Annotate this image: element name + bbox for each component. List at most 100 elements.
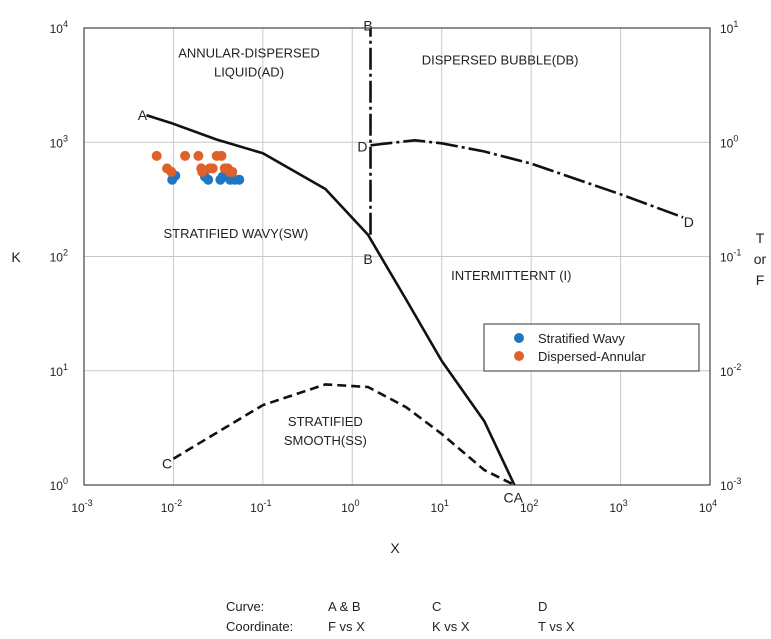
caption-curve-2: C [432, 599, 441, 614]
x-tick-label-base: 10 [71, 501, 85, 515]
x-tick-label-exponent: -2 [174, 498, 182, 508]
y-left-tick-label: 102 [50, 248, 68, 265]
x-tick-label-base: 10 [250, 501, 264, 515]
y-left-tick-label: 103 [50, 133, 68, 150]
x-tick-label: 104 [699, 498, 717, 515]
region-labels: ANNULAR-DISPERSED LIQUID(AD) DISPERSED BUB… [163, 46, 578, 448]
y-left-tick-label-exponent: 0 [63, 476, 68, 486]
x-tick-label-base: 10 [699, 501, 713, 515]
y-left-tick-label-base: 10 [50, 251, 64, 265]
caption-coordinate-1: F vs X [328, 619, 365, 634]
curve-d [370, 139, 684, 219]
caption-coordinate-3: T vs X [538, 619, 575, 634]
y-right-axis-title: Tor F [754, 230, 767, 288]
x-tick-label: 10-1 [250, 498, 271, 515]
data-point-stratified-wavy [203, 174, 214, 185]
y-right-tick-label-exponent: 1 [733, 19, 738, 29]
y-right-tick-label-base: 10 [720, 22, 734, 36]
y-right-tick-label-exponent: 0 [733, 133, 738, 143]
caption-row-label-coordinate: Coordinate: [226, 619, 293, 634]
x-tick-label-base: 10 [161, 501, 175, 515]
caption-row-label-curve: Curve: [226, 599, 264, 614]
curve-a [146, 114, 516, 486]
region-label-intermitternt-i: INTERMITTERNT (I) [451, 268, 571, 283]
region-label-annular-dispersed-liquid-ad: ANNULAR-DISPERSED [178, 46, 320, 61]
curve-label-b: B [363, 251, 372, 267]
y-right-tick-label-base: 10 [720, 365, 734, 379]
curve-label-a: A [138, 107, 148, 123]
y-left-tick-label: 100 [50, 476, 68, 493]
legend-label-dispersed-annular: Dispersed-Annular [538, 349, 646, 364]
x-tick-label: 10-2 [161, 498, 182, 515]
region-label-dispersed-bubble-db: DISPERSED BUBBLE(DB) [422, 52, 579, 67]
y-left-tick-label-base: 10 [50, 22, 64, 36]
y-right-tick-label: 10-1 [720, 248, 741, 265]
caption-curve-1: A & B [328, 599, 361, 614]
curve-caption: Curve: Coordinate: A & B F vs X C K vs X… [226, 599, 575, 634]
x-tick-label-exponent: 4 [712, 498, 717, 508]
curve-labels: A B B D D C CA [138, 18, 694, 506]
y-left-tick-label-base: 10 [50, 136, 64, 150]
caption-curve-3: D [538, 599, 547, 614]
x-tick-label-base: 10 [431, 501, 445, 515]
x-tick-label: 102 [520, 498, 538, 515]
data-point-dispersed-annular [197, 166, 208, 177]
x-tick-label-base: 10 [341, 501, 355, 515]
y-right-axis-title-line: or [754, 251, 767, 267]
x-tick-label: 10-3 [71, 498, 92, 515]
x-tick-label-exponent: -3 [85, 498, 93, 508]
plot-frame [83, 27, 711, 486]
x-tick-label-exponent: 1 [444, 498, 449, 508]
y-right-tick-label-exponent: -1 [733, 248, 741, 258]
legend-marker-dispersed-annular [514, 351, 524, 361]
x-tick-label-exponent: -1 [264, 498, 272, 508]
region-label-stratified-smooth-ss: STRATIFIED [288, 414, 363, 429]
y-left-tick-label-exponent: 3 [63, 133, 68, 143]
caption-coordinate-2: K vs X [432, 619, 470, 634]
data-points [151, 150, 245, 185]
curve-label-b: B [363, 18, 372, 34]
curve-label-d: D [357, 138, 367, 154]
curve-label-d: D [684, 214, 694, 230]
grid-lines [84, 28, 710, 485]
data-point-dispersed-annular [180, 150, 191, 161]
y-right-tick-label-base: 10 [720, 136, 734, 150]
y-right-tick-label-base: 10 [720, 479, 734, 493]
y-left-tick-label-exponent: 2 [63, 248, 68, 258]
region-label-stratified-wavy-sw: STRATIFIED WAVY(SW) [163, 226, 308, 241]
y-left-axis-title: K [11, 249, 21, 265]
data-point-stratified-wavy [234, 174, 245, 185]
data-point-dispersed-annular [207, 163, 218, 174]
data-point-dispersed-annular [193, 150, 204, 161]
region-label-stratified-smooth-ss: SMOOTH(SS) [284, 433, 367, 448]
y-left-tick-label: 101 [50, 362, 68, 379]
y-right-axis-title-line: F [756, 272, 765, 288]
x-tick-labels: 10-3 10-2 10-1 100 101 102 103 104 [71, 498, 717, 515]
x-tick-label-exponent: 2 [533, 498, 538, 508]
data-point-dispersed-annular [227, 166, 238, 177]
regime-curves [146, 28, 684, 487]
x-tick-label: 100 [341, 498, 359, 515]
y-right-tick-label: 10-2 [720, 362, 741, 379]
y-left-tick-label-exponent: 4 [63, 19, 68, 29]
y-right-tick-label: 10-3 [720, 476, 741, 493]
region-label-annular-dispersed-liquid-ad: LIQUID(AD) [214, 65, 284, 80]
x-tick-label: 103 [609, 498, 627, 515]
x-tick-label-base: 10 [520, 501, 534, 515]
curve-label-ca: CA [503, 489, 523, 505]
legend-marker-stratified-wavy [514, 333, 524, 343]
x-tick-label-exponent: 3 [623, 498, 628, 508]
data-point-dispersed-annular [151, 150, 162, 161]
y-left-tick-label-base: 10 [50, 365, 64, 379]
x-tick-label-base: 10 [609, 501, 623, 515]
curve-c [172, 383, 515, 487]
legend-box [483, 323, 700, 372]
curve-label-c: C [162, 455, 172, 471]
y-right-tick-label-exponent: -2 [733, 362, 741, 372]
data-point-dispersed-annular [216, 150, 227, 161]
x-tick-label: 101 [431, 498, 449, 515]
x-tick-label-exponent: 0 [354, 498, 359, 508]
